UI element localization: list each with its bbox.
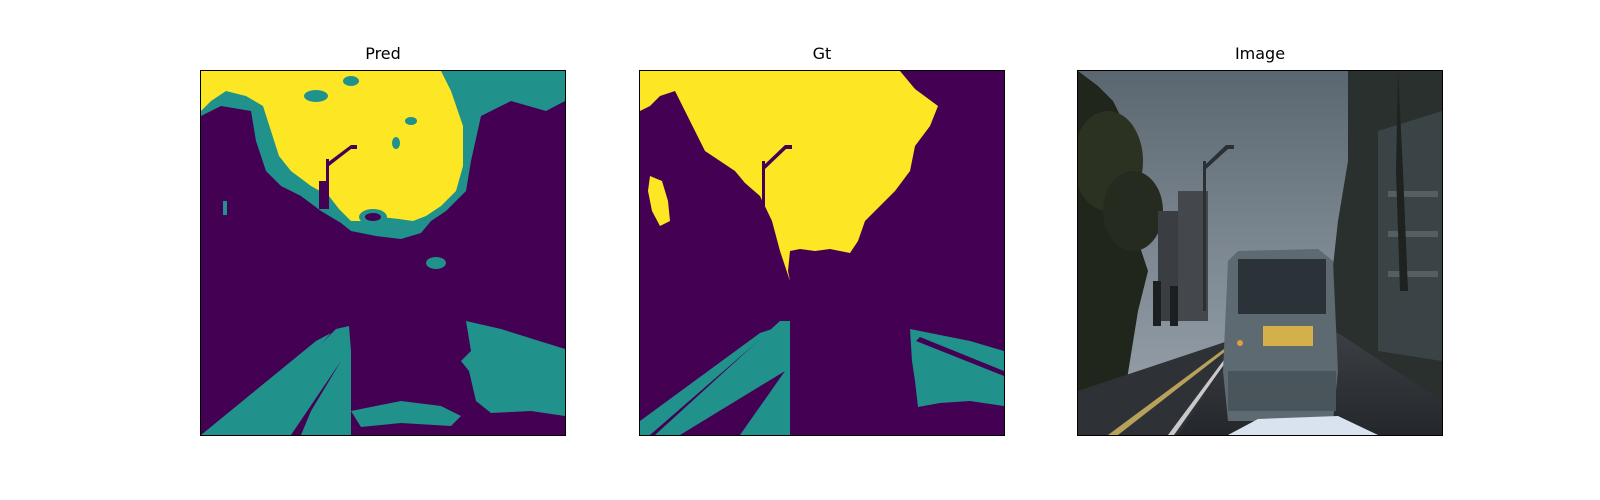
pred-title: Pred bbox=[365, 44, 401, 63]
street-photo bbox=[1077, 70, 1443, 436]
gt-segmentation-image bbox=[639, 70, 1005, 436]
pred-segmentation-image bbox=[200, 70, 566, 436]
image-title: Image bbox=[1234, 44, 1286, 63]
gt-title: Gt bbox=[812, 44, 832, 63]
